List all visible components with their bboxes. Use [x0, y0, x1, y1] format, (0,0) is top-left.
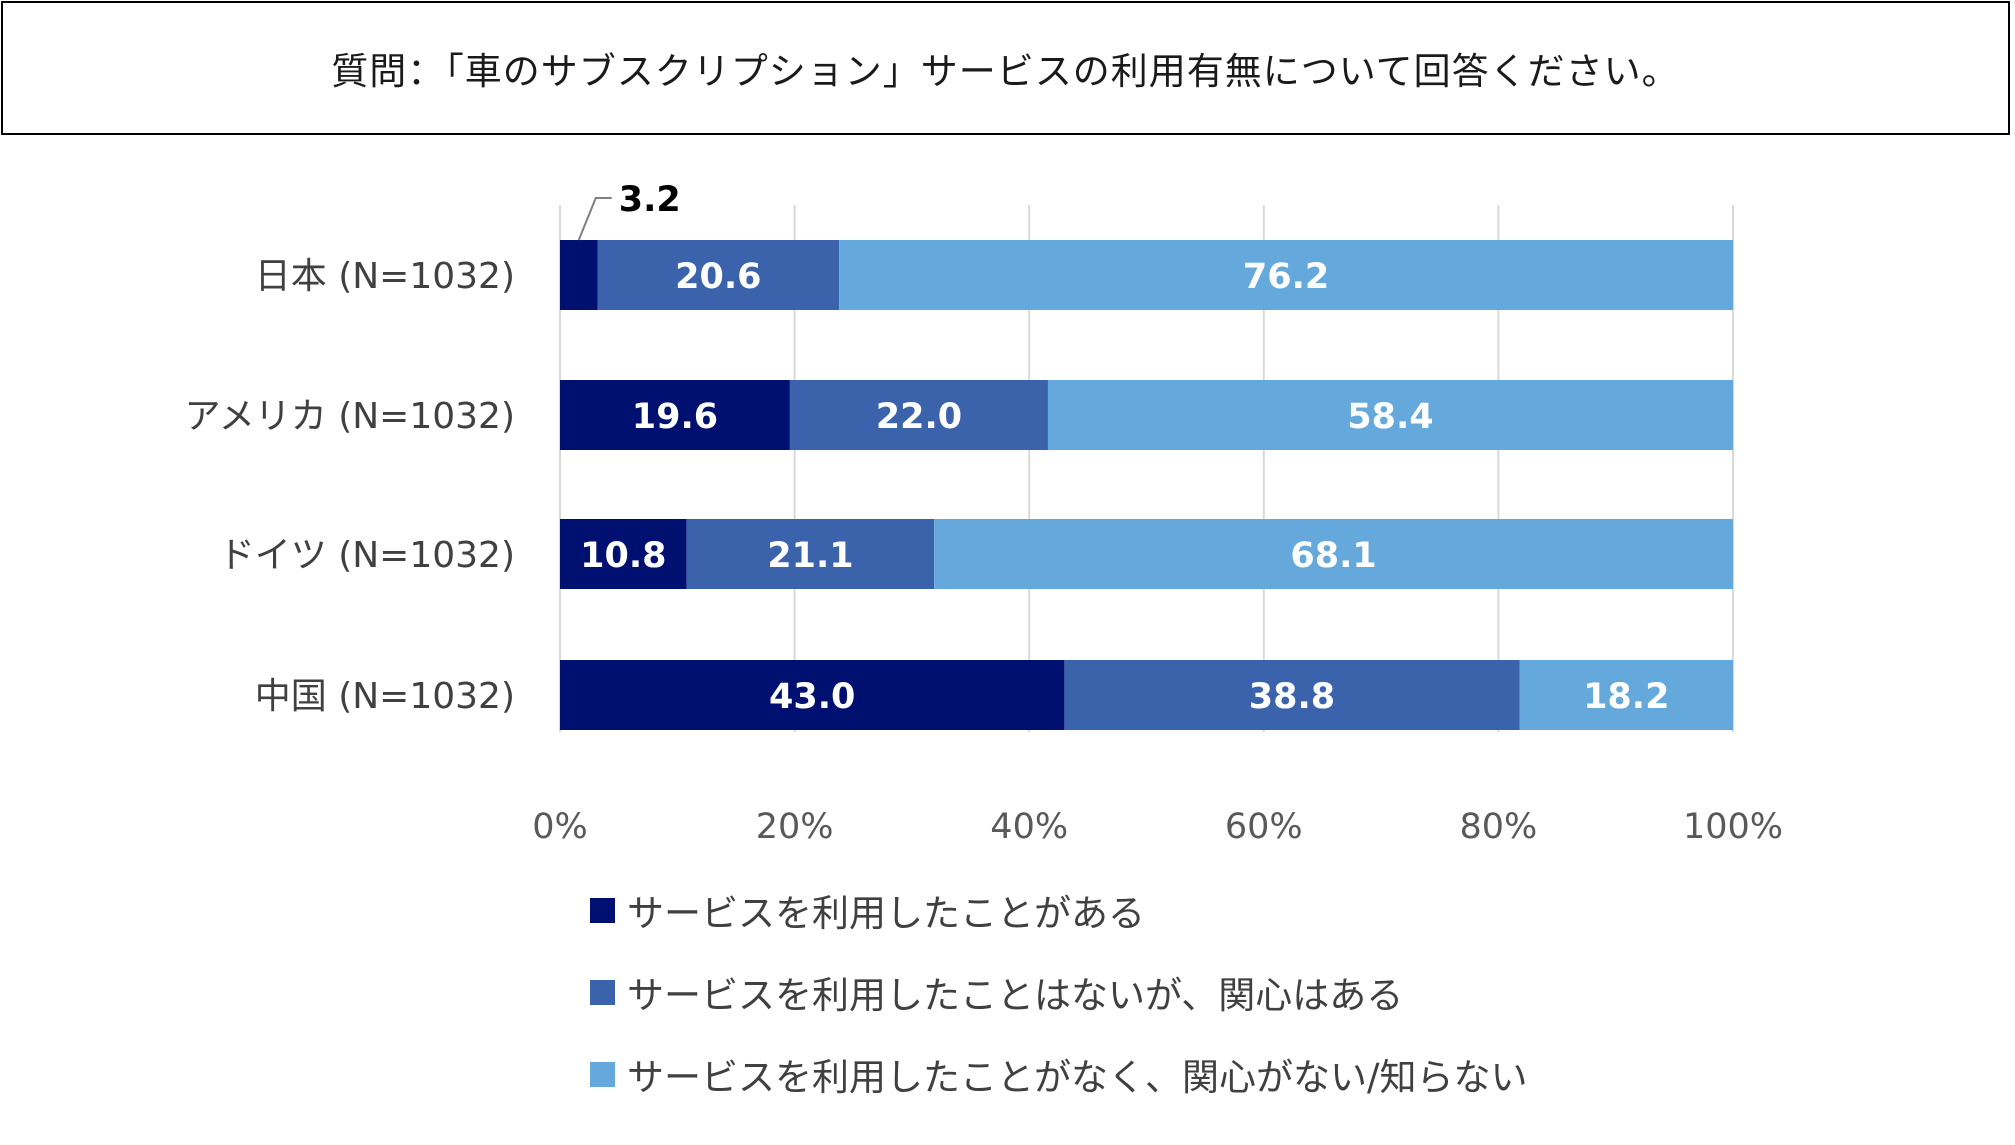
- bar-segment: [560, 240, 598, 310]
- legend-label-used: サービスを利用したことがある: [627, 892, 1145, 935]
- data-label: 38.8: [1249, 677, 1335, 717]
- question-text: 質問：「車のサブスクリプション」サービスの利用有無について回答ください。: [331, 50, 1680, 93]
- data-label: 22.0: [876, 397, 962, 437]
- bar-segment: [789, 380, 1048, 450]
- category-label: 中国 (N=1032): [255, 676, 515, 717]
- bar-segment: [597, 240, 840, 310]
- data-label: 58.4: [1347, 397, 1433, 437]
- legend-item-used: サービスを利用したことがある: [590, 890, 1527, 935]
- data-label: 18.2: [1583, 677, 1669, 717]
- x-tick-label: 60%: [1225, 807, 1303, 847]
- bar-segment: [934, 519, 1733, 589]
- x-tick-label: 20%: [756, 807, 834, 847]
- bar-segment: [1519, 660, 1733, 730]
- legend-item-not-interested: サービスを利用したことがなく、関心がない/知らない: [590, 1054, 1527, 1099]
- legend-swatch-interested: [590, 979, 615, 1005]
- x-tick-label: 0%: [532, 807, 588, 847]
- category-label: アメリカ (N=1032): [185, 396, 515, 437]
- data-label: 68.1: [1290, 536, 1376, 576]
- bar-segment: [839, 240, 1733, 310]
- x-tick-label: 100%: [1683, 807, 1783, 847]
- category-label: ドイツ (N=1032): [219, 535, 515, 576]
- bar-segment: [560, 519, 687, 589]
- x-tick-label: 80%: [1460, 807, 1538, 847]
- data-label: 76.2: [1243, 257, 1329, 297]
- chart-legend: サービスを利用したことがある サービスを利用したことはないが、関心はある サービ…: [590, 890, 1527, 1136]
- bar-segment: [560, 380, 790, 450]
- bar-segment: [560, 660, 1065, 730]
- bar-segment: [686, 519, 935, 589]
- legend-label-interested: サービスを利用したことはないが、関心はある: [627, 974, 1404, 1017]
- data-label: 3.2: [619, 180, 681, 220]
- bar-segment: [1047, 380, 1733, 450]
- legend-swatch-used: [590, 897, 615, 923]
- legend-label-not-interested: サービスを利用したことがなく、関心がない/知らない: [627, 1056, 1528, 1099]
- category-label: 日本 (N=1032): [255, 256, 515, 297]
- legend-swatch-not-interested: [590, 1061, 615, 1087]
- data-label: 10.8: [580, 536, 666, 576]
- data-label: 21.1: [767, 536, 853, 576]
- leader-line: [577, 197, 612, 241]
- bar-segment: [1064, 660, 1520, 730]
- stacked-bar-chart: 0% 20% 40% 60% 80% 100% 日本 (N=1032) 3.2 20.6 76.2…: [185, 180, 1783, 847]
- question-box: 質問：「車のサブスクリプション」サービスの利用有無について回答ください。: [1, 1, 2010, 135]
- data-label: 19.6: [632, 397, 718, 437]
- data-label: 20.6: [675, 257, 761, 297]
- legend-item-interested: サービスを利用したことはないが、関心はある: [590, 972, 1527, 1017]
- x-tick-label: 40%: [990, 807, 1068, 847]
- data-label: 43.0: [769, 677, 855, 717]
